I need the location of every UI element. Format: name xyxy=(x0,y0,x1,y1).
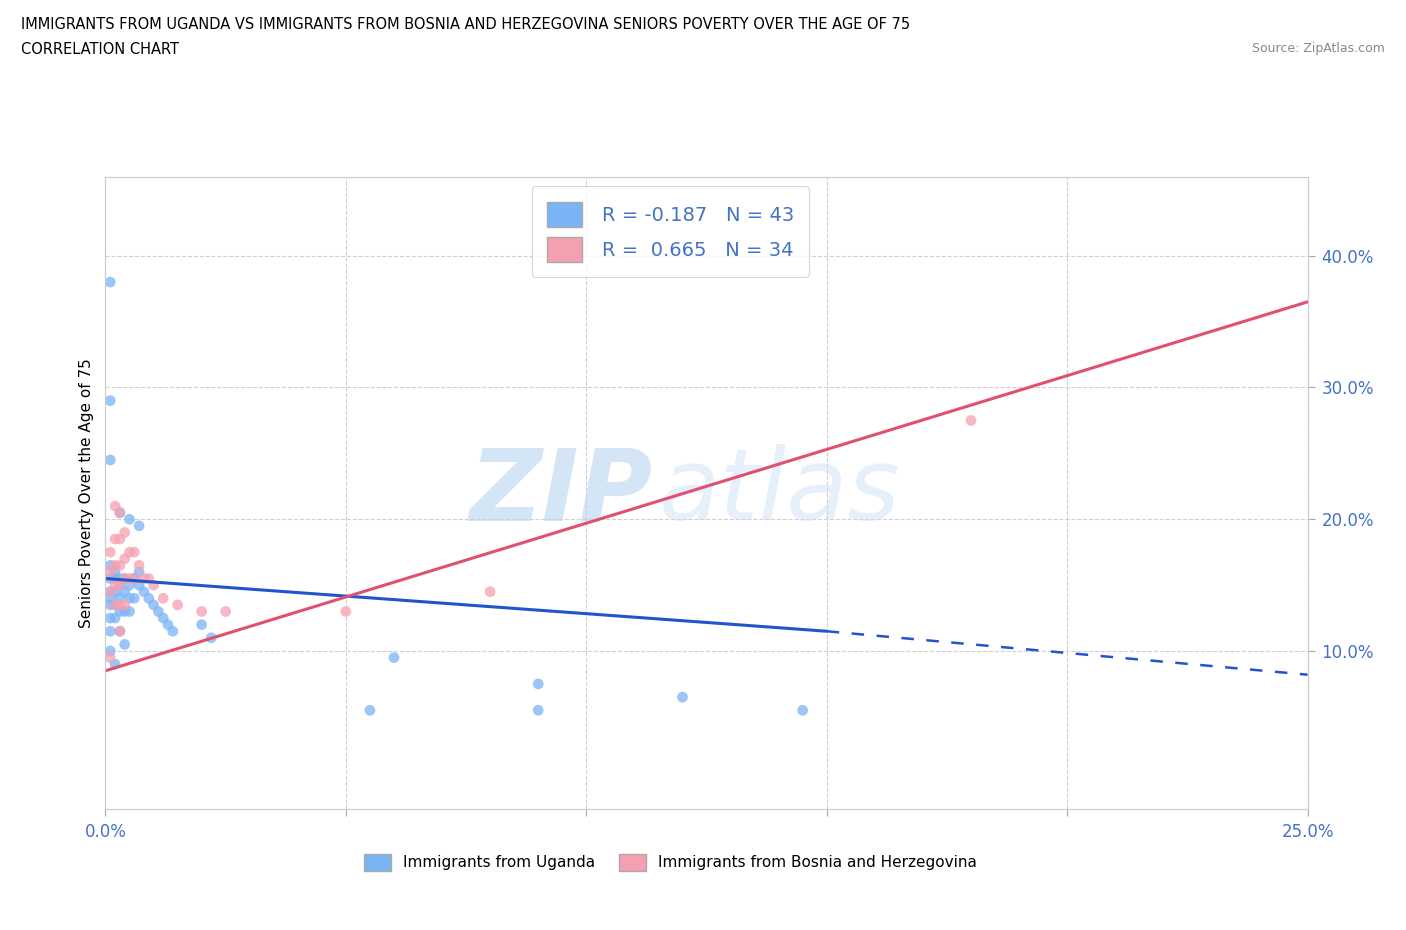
Point xyxy=(98,274,121,289)
Point xyxy=(200,631,222,645)
Point xyxy=(104,657,127,671)
Point xyxy=(671,690,693,705)
Point xyxy=(114,637,136,652)
Point xyxy=(104,597,127,612)
Point xyxy=(128,518,150,533)
Point xyxy=(128,578,150,592)
Point xyxy=(138,571,160,586)
Point xyxy=(104,498,127,513)
Point xyxy=(108,604,131,619)
Point xyxy=(527,703,550,718)
Point xyxy=(114,597,136,612)
Point xyxy=(114,571,136,586)
Point xyxy=(132,571,155,586)
Text: atlas: atlas xyxy=(658,445,900,541)
Point xyxy=(114,604,136,619)
Point xyxy=(104,571,127,586)
Y-axis label: Seniors Poverty Over the Age of 75: Seniors Poverty Over the Age of 75 xyxy=(79,358,94,628)
Point xyxy=(98,597,121,612)
Point xyxy=(114,525,136,539)
Point xyxy=(108,571,131,586)
Text: Source: ZipAtlas.com: Source: ZipAtlas.com xyxy=(1251,42,1385,55)
Point xyxy=(108,624,131,639)
Point xyxy=(98,565,121,579)
Text: CORRELATION CHART: CORRELATION CHART xyxy=(21,42,179,57)
Point xyxy=(118,578,141,592)
Point xyxy=(98,584,121,599)
Point xyxy=(104,611,127,626)
Point xyxy=(118,604,141,619)
Point xyxy=(152,611,174,626)
Point xyxy=(98,611,121,626)
Legend: Immigrants from Uganda, Immigrants from Bosnia and Herzegovina: Immigrants from Uganda, Immigrants from … xyxy=(357,847,983,877)
Point xyxy=(108,532,131,547)
Point xyxy=(114,551,136,566)
Point xyxy=(128,558,150,573)
Point xyxy=(527,676,550,691)
Point xyxy=(104,584,127,599)
Point xyxy=(142,597,165,612)
Text: IMMIGRANTS FROM UGANDA VS IMMIGRANTS FROM BOSNIA AND HERZEGOVINA SENIORS POVERTY: IMMIGRANTS FROM UGANDA VS IMMIGRANTS FRO… xyxy=(21,17,910,32)
Point xyxy=(98,558,121,573)
Point xyxy=(166,597,188,612)
Point xyxy=(108,558,131,573)
Point xyxy=(118,571,141,586)
Point xyxy=(142,578,165,592)
Point xyxy=(104,578,127,592)
Point xyxy=(162,624,184,639)
Point xyxy=(124,545,146,560)
Point xyxy=(98,545,121,560)
Point xyxy=(108,505,131,520)
Point xyxy=(108,578,131,592)
Point xyxy=(124,591,146,605)
Point xyxy=(359,703,381,718)
Point xyxy=(148,604,170,619)
Point xyxy=(479,584,502,599)
Point xyxy=(104,532,127,547)
Point xyxy=(114,571,136,586)
Point xyxy=(190,604,212,619)
Point xyxy=(124,571,146,586)
Point xyxy=(156,618,179,632)
Point xyxy=(190,618,212,632)
Point xyxy=(98,571,121,586)
Point xyxy=(114,584,136,599)
Point xyxy=(118,591,141,605)
Point xyxy=(108,597,131,612)
Point xyxy=(335,604,357,619)
Point xyxy=(98,624,121,639)
Point xyxy=(214,604,236,619)
Point xyxy=(104,597,127,612)
Point xyxy=(108,624,131,639)
Point xyxy=(792,703,814,718)
Point xyxy=(118,512,141,526)
Point xyxy=(108,578,131,592)
Point xyxy=(98,393,121,408)
Point xyxy=(960,413,983,428)
Point xyxy=(98,584,121,599)
Point xyxy=(98,644,121,658)
Point xyxy=(382,650,405,665)
Point xyxy=(108,591,131,605)
Point xyxy=(98,650,121,665)
Point xyxy=(152,591,174,605)
Text: ZIP: ZIP xyxy=(470,445,652,541)
Point xyxy=(104,558,127,573)
Point xyxy=(132,584,155,599)
Point xyxy=(98,591,121,605)
Point xyxy=(118,545,141,560)
Point xyxy=(128,565,150,579)
Point xyxy=(98,453,121,468)
Point xyxy=(108,505,131,520)
Point xyxy=(138,591,160,605)
Point xyxy=(124,571,146,586)
Point xyxy=(104,565,127,579)
